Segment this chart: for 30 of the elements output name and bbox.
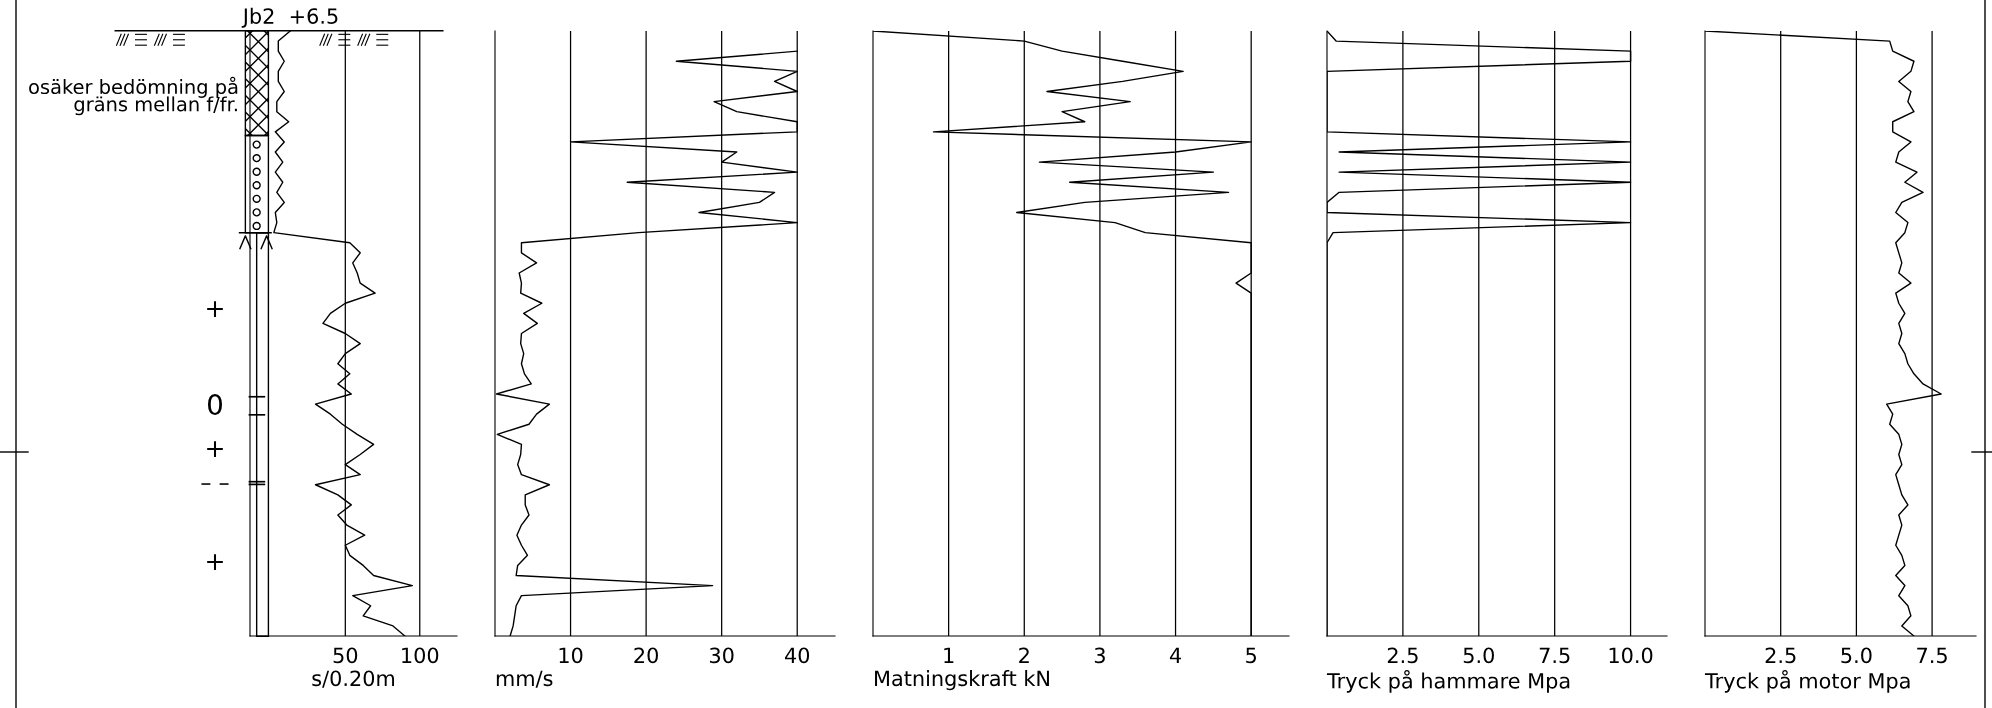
x-axis-title: Tryck på hammare Mpa: [1326, 670, 1570, 693]
text: +: [207, 441, 223, 457]
text: 0: [207, 394, 222, 416]
x-axis-title: Matningskraft kN: [875, 670, 1049, 691]
text: +: [207, 554, 223, 570]
text: osäker bedömning på gräns mellan f/fr.: [29, 76, 238, 116]
x-tick-label: 7.5: [1917, 647, 1947, 664]
text: +: [207, 301, 223, 317]
x-tick-label: 5.0: [1463, 647, 1494, 664]
x-tick-label: 2: [1019, 647, 1029, 663]
x-tick-label: 7.5: [1539, 647, 1570, 664]
x-tick-label: 1: [944, 647, 954, 663]
x-tick-label: 10: [559, 647, 583, 664]
x-tick-label: 20: [634, 647, 658, 664]
x-tick-label: 50: [333, 647, 358, 664]
x-tick-label: 3: [1094, 647, 1105, 664]
x-axis-title: Tryck på motor Mpa: [1704, 670, 1910, 693]
text: – –: [201, 483, 229, 485]
x-tick-label: 2.5: [1765, 647, 1796, 664]
x-tick-label: 100: [402, 647, 439, 664]
x-tick-label: 5: [1246, 647, 1256, 664]
x-tick-label: 30: [710, 647, 734, 664]
x-axis-title: s/0.20m: [312, 670, 395, 688]
chart-title: Jb2 +6.5: [241, 7, 338, 28]
x-tick-label: 40: [784, 647, 810, 664]
x-tick-label: 4: [1169, 647, 1181, 663]
x-tick-label: 5.0: [1841, 647, 1872, 664]
x-tick-label: 2.5: [1387, 647, 1418, 664]
x-tick-label: 10.0: [1609, 647, 1653, 664]
x-axis-title: mm/s: [496, 670, 553, 688]
